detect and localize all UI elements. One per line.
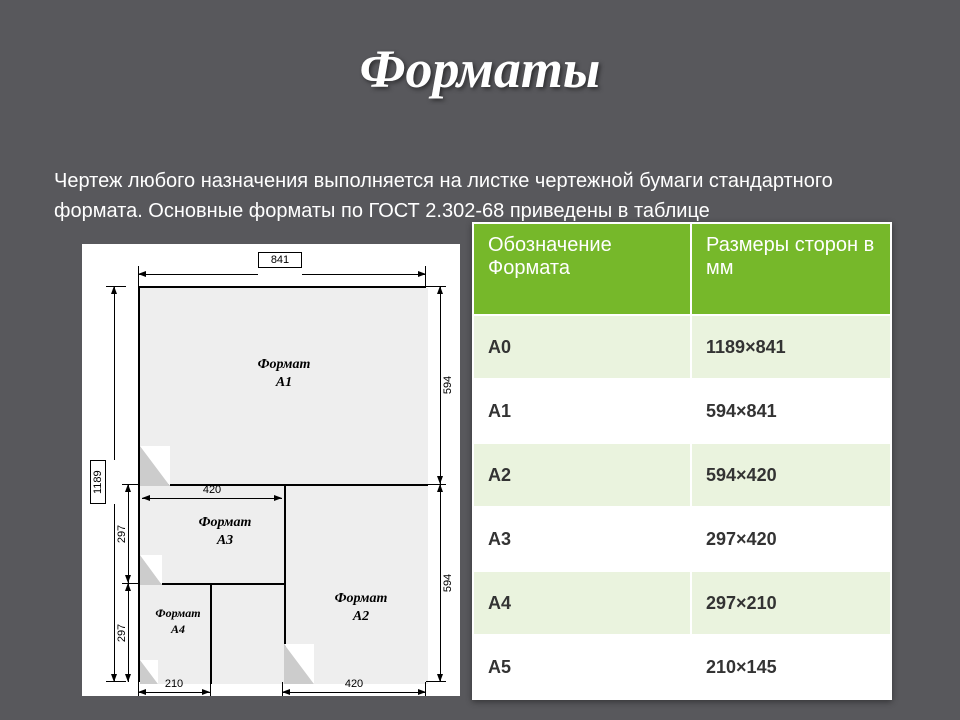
cell-format: А3 — [473, 507, 691, 571]
label-a2-code: А2 — [353, 609, 369, 624]
section-blank — [212, 585, 284, 684]
cell-format: А5 — [473, 635, 691, 699]
cell-size: 1189×841 — [691, 315, 891, 379]
label-a4-code: А4 — [171, 622, 185, 636]
cell-size: 594×420 — [691, 443, 891, 507]
cell-format: А1 — [473, 379, 691, 443]
cell-size: 594×841 — [691, 379, 891, 443]
formats-table: Обозначение Формата Размеры сторон в мм … — [472, 222, 892, 700]
label-a3-code: А3 — [217, 533, 233, 548]
dim-bottom-420: 420 — [345, 678, 363, 690]
dim-top-841: 841 — [258, 252, 302, 268]
table-header-row: Обозначение Формата Размеры сторон в мм — [473, 223, 891, 315]
label-a4: Формат А4 — [144, 606, 212, 637]
table-body: А01189×841А1594×841А2594×420А3297×420А42… — [473, 315, 891, 699]
label-a2-word: Формат — [335, 591, 388, 606]
cell-size: 210×145 — [691, 635, 891, 699]
col-header-format: Обозначение Формата — [473, 223, 691, 315]
cell-size: 297×210 — [691, 571, 891, 635]
dim-left-1189: 1189 — [90, 460, 106, 504]
label-a3-word: Формат — [199, 515, 252, 530]
dim-right-594-upper: 594 — [442, 376, 454, 394]
sheet-outline: Формат А1 Формат А2 Формат А3 Формат А4 — [138, 286, 426, 682]
table-row: А01189×841 — [473, 315, 891, 379]
table-row: А4297×210 — [473, 571, 891, 635]
label-a3: Формат А3 — [166, 514, 284, 550]
table-row: А2594×420 — [473, 443, 891, 507]
col-header-size: Размеры сторон в мм — [691, 223, 891, 315]
dim-left-297-lower: 297 — [116, 624, 128, 642]
label-a1-code: А1 — [276, 375, 292, 390]
table-row: А5210×145 — [473, 635, 891, 699]
label-a2: Формат А2 — [294, 590, 428, 626]
formats-diagram: 841 1189 Формат А1 Формат А2 Форм — [82, 244, 460, 696]
cell-format: А4 — [473, 571, 691, 635]
label-a1-word: Формат — [258, 357, 311, 372]
cell-size: 297×420 — [691, 507, 891, 571]
table-row: А3297×420 — [473, 507, 891, 571]
subtitle-text: Чертеж любого назначения выполняется на … — [54, 166, 914, 226]
label-a4-word: Формат — [155, 606, 200, 620]
page-title: Форматы — [0, 38, 960, 100]
dim-right-594-lower: 594 — [442, 574, 454, 592]
label-a1: Формат А1 — [140, 356, 428, 392]
dim-left-297-upper: 297 — [116, 525, 128, 543]
table-row: А1594×841 — [473, 379, 891, 443]
cell-format: А0 — [473, 315, 691, 379]
dim-bottom-210: 210 — [165, 678, 183, 690]
cell-format: А2 — [473, 443, 691, 507]
dim-inner-420: 420 — [203, 484, 221, 496]
